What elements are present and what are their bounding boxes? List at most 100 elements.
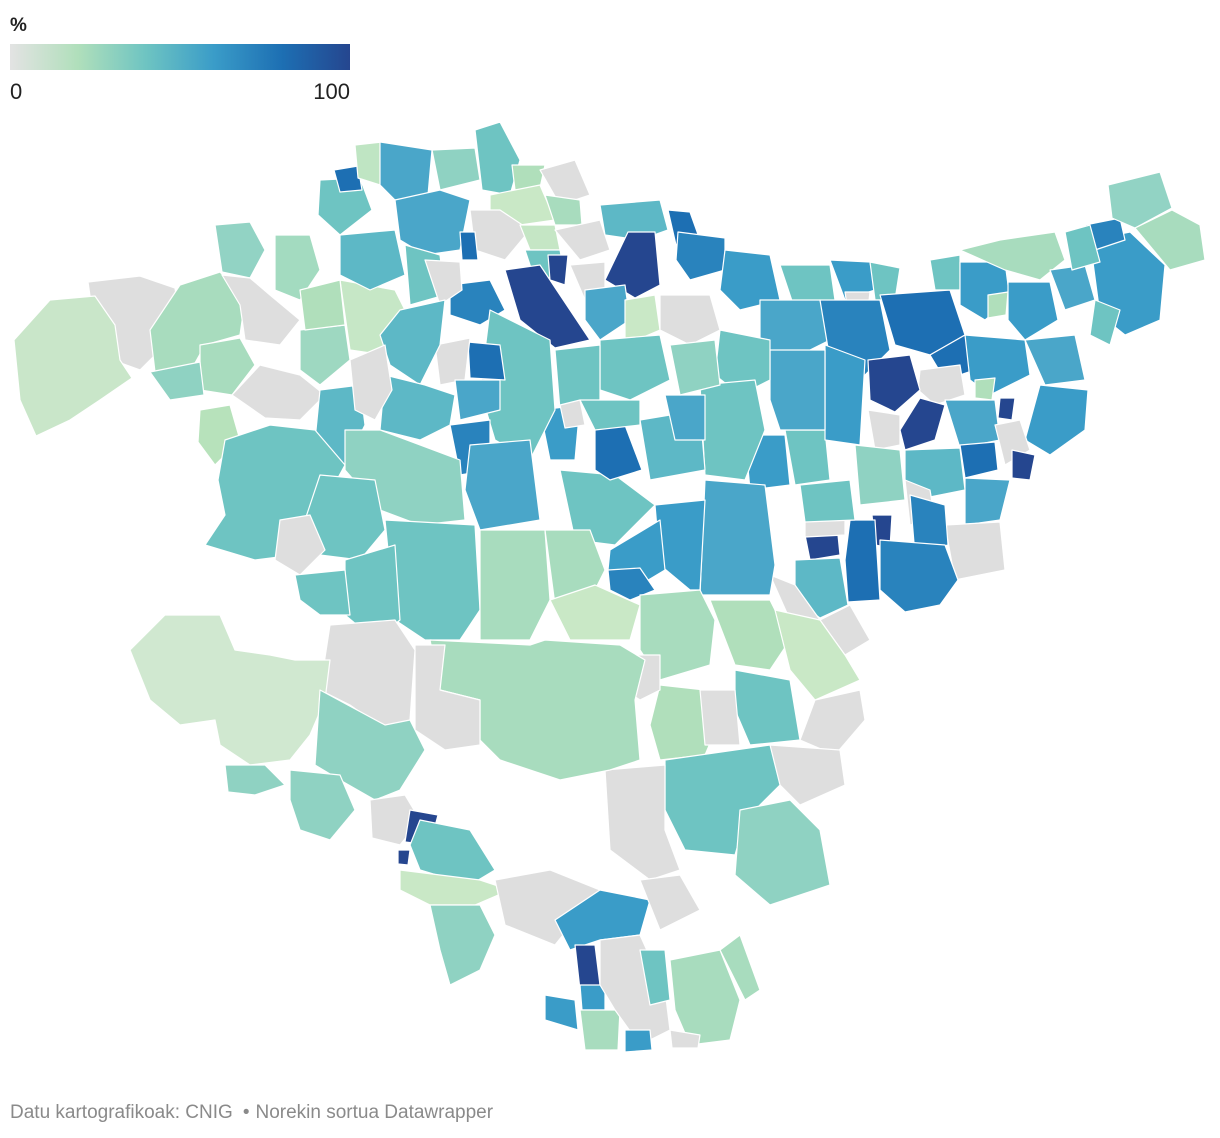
map-region[interactable] <box>547 254 569 286</box>
map-region[interactable] <box>944 399 1001 449</box>
map-region[interactable] <box>399 869 511 906</box>
map-region[interactable] <box>274 234 321 301</box>
map-region[interactable] <box>464 439 541 531</box>
map-region[interactable] <box>504 264 591 349</box>
map-region[interactable] <box>467 341 506 381</box>
map-region[interactable] <box>699 479 776 596</box>
map-region[interactable] <box>664 394 706 441</box>
map-region[interactable] <box>769 349 826 431</box>
map-region[interactable] <box>799 689 866 756</box>
map-region[interactable] <box>1049 264 1096 311</box>
map-region[interactable] <box>579 399 641 431</box>
map-region[interactable] <box>974 377 996 401</box>
map-region[interactable] <box>854 444 906 506</box>
map-region[interactable] <box>431 147 481 191</box>
map-region[interactable] <box>1024 334 1086 386</box>
map-region[interactable] <box>799 479 856 523</box>
map-region[interactable] <box>1007 281 1059 341</box>
map-region[interactable] <box>867 409 901 451</box>
map-region[interactable] <box>314 689 426 801</box>
map-region[interactable] <box>574 944 601 991</box>
map-region[interactable] <box>454 379 501 421</box>
map-region[interactable] <box>1011 449 1036 481</box>
map-region[interactable] <box>1024 384 1089 456</box>
map-region[interactable] <box>929 254 961 291</box>
map-region[interactable] <box>349 344 393 421</box>
map-region[interactable] <box>675 231 726 281</box>
map-region[interactable] <box>584 284 631 341</box>
map-region[interactable] <box>987 291 1009 319</box>
map-legend: % 0 100 <box>10 14 350 107</box>
map-region[interactable] <box>659 294 721 346</box>
map-region[interactable] <box>459 231 479 261</box>
map-region[interactable] <box>394 189 471 256</box>
map-region[interactable] <box>424 259 463 306</box>
map-region[interactable] <box>1064 224 1101 271</box>
map-region[interactable] <box>544 994 579 1031</box>
map-region[interactable] <box>579 984 606 1011</box>
map-region[interactable] <box>844 519 881 603</box>
map-region[interactable] <box>769 744 846 806</box>
map-region[interactable] <box>214 221 266 279</box>
map-region[interactable] <box>299 324 351 386</box>
map-region[interactable] <box>669 339 721 396</box>
map-region[interactable] <box>224 764 286 796</box>
map-region[interactable] <box>519 224 561 251</box>
map-region[interactable] <box>397 849 411 866</box>
map-region[interactable] <box>639 949 671 1006</box>
source-credit: Datu kartografikoak: CNIG <box>10 1102 233 1123</box>
map-region[interactable] <box>879 539 959 613</box>
map-region[interactable] <box>734 799 831 906</box>
map-region[interactable] <box>997 397 1016 421</box>
map-region[interactable] <box>824 344 866 446</box>
map-region[interactable] <box>221 274 301 346</box>
map-region[interactable] <box>333 165 363 193</box>
map-region[interactable] <box>639 874 701 931</box>
map-region[interactable] <box>899 397 946 451</box>
map-region[interactable] <box>909 494 949 556</box>
map-region[interactable] <box>804 534 841 561</box>
map-region[interactable] <box>384 519 481 641</box>
map-region[interactable] <box>774 609 861 701</box>
map-region[interactable] <box>719 934 761 1001</box>
map-region[interactable] <box>474 121 521 196</box>
map-region[interactable] <box>554 219 611 261</box>
map-region[interactable] <box>669 1029 701 1049</box>
map-region[interactable] <box>1107 171 1173 229</box>
map-region[interactable] <box>129 614 331 766</box>
map-region[interactable] <box>379 141 433 201</box>
map-region[interactable] <box>429 904 496 986</box>
map-region[interactable] <box>299 279 346 331</box>
map-region[interactable] <box>549 584 641 641</box>
legend-ticks: 0 100 <box>10 77 350 107</box>
map-region[interactable] <box>354 141 383 186</box>
map-region[interactable] <box>604 764 681 881</box>
map-region[interactable] <box>604 231 661 299</box>
map-region[interactable] <box>539 159 591 206</box>
map-region[interactable] <box>13 295 133 437</box>
map-region[interactable] <box>709 599 791 671</box>
map-region[interactable] <box>274 514 326 576</box>
map-region[interactable] <box>559 399 586 429</box>
map-region[interactable] <box>149 361 205 401</box>
map-region[interactable] <box>479 529 551 641</box>
tool-credit[interactable]: Norekin sortua Datawrapper <box>255 1102 494 1123</box>
map-region[interactable] <box>624 1029 653 1053</box>
map-region[interactable] <box>959 441 999 479</box>
map-region[interactable] <box>959 231 1066 281</box>
map-region[interactable] <box>1089 299 1121 346</box>
map-region[interactable] <box>867 354 921 413</box>
legend-color-scale <box>10 44 350 70</box>
map-region[interactable] <box>594 424 643 481</box>
map-region[interactable] <box>599 334 671 401</box>
map-region[interactable] <box>784 429 831 486</box>
map-region[interactable] <box>294 569 351 616</box>
map-region[interactable] <box>699 689 741 746</box>
map-region[interactable] <box>579 1009 621 1051</box>
map-region[interactable] <box>339 229 406 291</box>
map-region[interactable] <box>289 769 356 841</box>
map-region[interactable] <box>734 669 801 746</box>
map-region[interactable] <box>964 477 1011 526</box>
map-region[interactable] <box>1134 209 1206 271</box>
map-region[interactable] <box>414 644 481 751</box>
